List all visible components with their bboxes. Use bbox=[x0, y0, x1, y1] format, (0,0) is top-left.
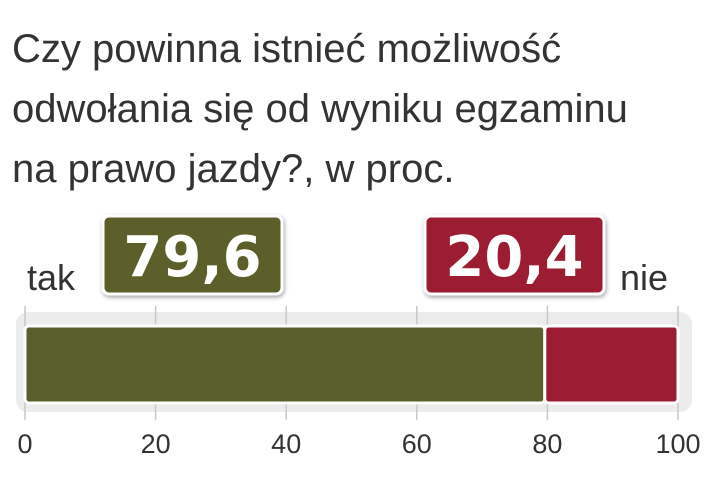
bar-segment bbox=[543, 324, 680, 405]
chart-title: odwołania się od wyniku egzaminu bbox=[12, 87, 628, 131]
legend-label: nie bbox=[620, 257, 668, 298]
x-tick-label: 20 bbox=[141, 429, 171, 459]
chart-title: Czy powinna istnieć możliwość bbox=[12, 27, 561, 71]
x-tick-label: 100 bbox=[655, 429, 700, 459]
legend-label: tak bbox=[27, 257, 76, 298]
value-label: 20,4 bbox=[445, 225, 583, 290]
value-box bbox=[423, 214, 606, 296]
x-tick-label: 0 bbox=[17, 429, 32, 459]
x-tick-label: 60 bbox=[402, 429, 432, 459]
value-box bbox=[101, 214, 284, 296]
chart-title: na prawo jazdy?, w proc. bbox=[12, 147, 454, 191]
x-tick-label: 80 bbox=[532, 429, 562, 459]
bar-segment bbox=[23, 324, 547, 405]
x-tick-label: 40 bbox=[271, 429, 301, 459]
value-label: 79,6 bbox=[123, 225, 261, 290]
